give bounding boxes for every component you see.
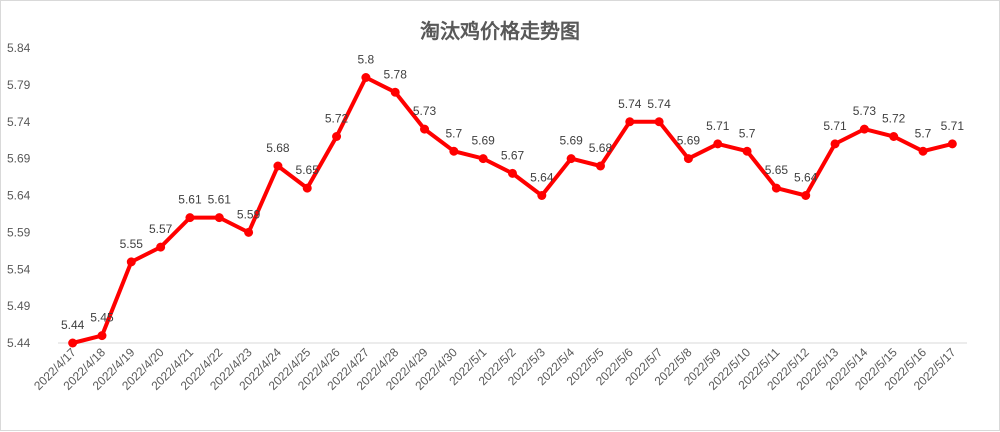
data-label: 5.64 <box>794 171 818 185</box>
chart-title: 淘汰鸡价格走势图 <box>420 19 580 43</box>
data-point <box>302 183 312 193</box>
data-point <box>713 139 723 149</box>
data-label: 5.74 <box>647 97 671 111</box>
data-point <box>214 213 224 223</box>
data-point <box>508 168 517 178</box>
data-label: 5.69 <box>471 134 495 148</box>
data-label: 5.55 <box>120 237 144 251</box>
data-point <box>420 124 430 134</box>
data-label: 5.44 <box>61 318 85 332</box>
data-label: 5.59 <box>237 207 261 221</box>
data-point <box>185 213 195 223</box>
data-point <box>244 227 254 237</box>
y-tick-label: 5.69 <box>7 152 31 166</box>
data-point <box>566 154 576 164</box>
data-label: 5.57 <box>149 222 173 236</box>
data-point <box>478 154 488 164</box>
data-point <box>449 146 459 156</box>
data-point <box>273 161 283 171</box>
data-point <box>918 146 928 156</box>
data-point <box>859 124 869 134</box>
data-point <box>390 87 400 97</box>
data-label: 5.64 <box>530 171 554 185</box>
data-point <box>742 146 752 156</box>
data-point <box>889 132 899 141</box>
data-label: 5.72 <box>882 112 906 126</box>
data-label: 5.69 <box>677 134 701 148</box>
x-axis: 2022/4/172022/4/182022/4/192022/4/202022… <box>31 345 959 393</box>
data-label: 5.73 <box>413 104 437 118</box>
y-axis: 5.44 5.49 5.54 5.59 5.64 5.69 5.74 5.79 5.84 <box>7 41 31 350</box>
data-label: 5.61 <box>178 193 202 207</box>
data-point <box>830 139 840 149</box>
y-tick-label: 5.74 <box>7 115 31 129</box>
y-tick-label: 5.79 <box>7 78 31 92</box>
data-label: 5.68 <box>266 141 290 155</box>
data-label: 5.65 <box>765 163 789 177</box>
data-label: 5.7 <box>739 126 756 140</box>
data-point <box>683 154 693 164</box>
data-label: 5.71 <box>706 119 730 133</box>
data-label: 5.45 <box>90 311 114 325</box>
y-tick-label: 5.44 <box>7 336 31 350</box>
data-label: 5.74 <box>618 97 642 111</box>
data-points <box>68 73 957 348</box>
y-tick-label: 5.54 <box>7 262 31 276</box>
data-point <box>156 242 166 252</box>
data-label: 5.7 <box>446 126 463 140</box>
data-label: 5.71 <box>823 119 847 133</box>
data-point <box>947 139 957 149</box>
data-point <box>801 191 811 200</box>
data-label: 5.78 <box>384 67 408 81</box>
y-tick-label: 5.59 <box>7 225 31 239</box>
y-tick-label: 5.49 <box>7 299 31 313</box>
data-point <box>771 183 781 193</box>
data-label: 5.73 <box>853 104 877 118</box>
data-label: 5.72 <box>325 112 349 126</box>
data-label: 5.68 <box>589 141 613 155</box>
data-point <box>97 331 107 341</box>
data-label: 5.67 <box>501 148 525 162</box>
data-point <box>654 117 664 127</box>
data-label: 5.7 <box>915 126 932 140</box>
data-point <box>68 338 78 348</box>
price-series-line <box>72 75 953 345</box>
data-point <box>595 161 605 171</box>
data-point <box>625 117 635 127</box>
data-point <box>537 191 547 200</box>
data-label: 5.8 <box>358 53 375 67</box>
data-label: 5.65 <box>296 163 320 177</box>
data-point <box>361 73 371 82</box>
data-labels: 5.44 5.45 5.55 5.57 5.61 5.61 5.59 5.68 5.65 5.72… <box>61 53 964 333</box>
data-label: 5.69 <box>559 134 583 148</box>
data-label: 5.71 <box>941 119 965 133</box>
data-point <box>332 132 342 141</box>
y-tick-label: 5.64 <box>7 189 31 203</box>
data-point <box>126 257 136 267</box>
data-label: 5.61 <box>208 193 232 207</box>
y-tick-label: 5.84 <box>7 41 31 55</box>
